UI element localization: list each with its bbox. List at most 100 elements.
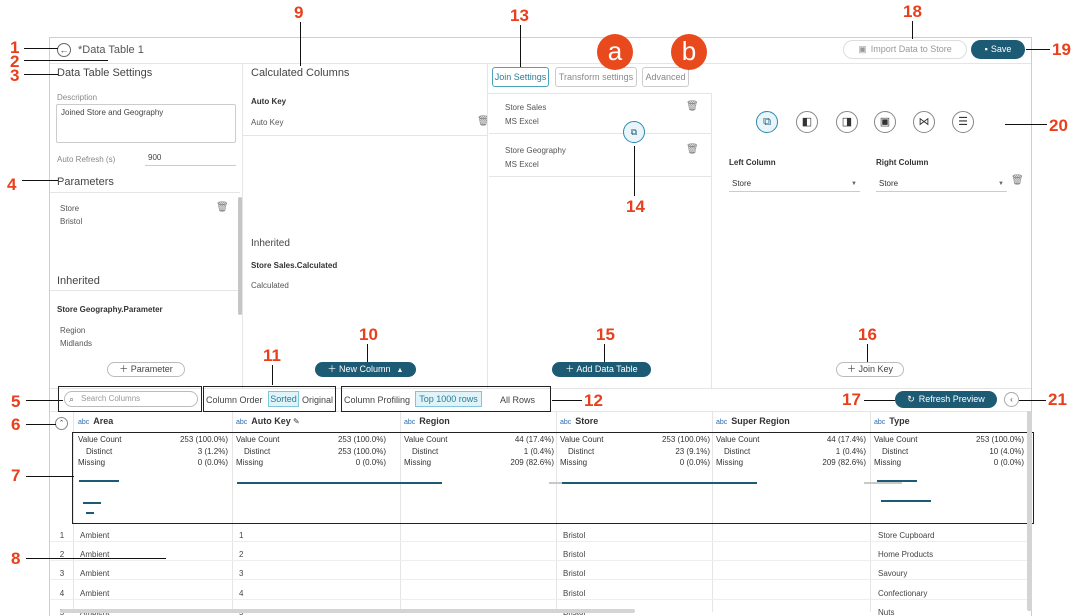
callout-11-line	[272, 365, 273, 385]
delete-parameter-icon[interactable]: 🗑	[216, 202, 229, 213]
collapse-profile-icon[interactable]: ⌃	[55, 417, 68, 430]
stat-value: 10 (4.0%)	[989, 446, 1024, 456]
profile-bar	[719, 482, 757, 484]
profile-bar	[698, 482, 736, 484]
left-column-select[interactable]: Store ▼	[729, 177, 860, 192]
new-column-button[interactable]: ＋ New Column ▲	[315, 362, 416, 377]
column-stats: Value Count 253 (100.0%) Distinct 253 (100.…	[236, 434, 386, 469]
callout-13-line	[520, 25, 521, 67]
settings-scrollbar[interactable]	[238, 197, 242, 315]
tab-join-settings[interactable]: Join Settings	[492, 67, 549, 87]
save-button[interactable]: ▪ Save	[971, 40, 1025, 59]
auto-key-title: Auto Key	[251, 97, 287, 106]
stat-label: Distinct	[86, 446, 113, 456]
column-name: Super Region	[731, 416, 790, 426]
stat-label: Value Count	[560, 435, 604, 444]
add-data-table-label: Add Data Table	[576, 364, 638, 374]
grid-scrollbar[interactable]	[1027, 411, 1032, 611]
profile-bar	[864, 482, 902, 484]
panels-divider	[50, 388, 1031, 389]
stat-value: 253 (100.0%)	[337, 435, 386, 444]
add-data-table-button[interactable]: ＋ Add Data Table	[552, 362, 651, 377]
chevron-down-icon: ▼	[998, 181, 1004, 187]
auto-key-value: Auto Key	[251, 118, 284, 127]
sorted-toggle[interactable]: Sorted	[268, 391, 299, 407]
stat-label: Distinct	[568, 446, 595, 456]
column-order-label: Column Order	[206, 395, 263, 405]
stat-value: 44 (17.4%)	[514, 435, 554, 444]
all-rows-toggle[interactable]: All Rows	[500, 395, 536, 405]
text-type-icon: abc	[78, 419, 90, 426]
original-toggle[interactable]: Original	[302, 395, 334, 405]
join-type-icon[interactable]: ⧉	[623, 121, 645, 143]
table-cell: Savoury	[878, 569, 908, 578]
import-data-button[interactable]: ▣ Import Data to Store	[843, 40, 967, 59]
left-column-value: Store	[732, 179, 752, 188]
column-header[interactable]: abc Store	[560, 416, 598, 430]
callout-5-line	[26, 400, 63, 401]
column-header[interactable]: abc Super Region	[716, 416, 790, 430]
add-parameter-button[interactable]: ＋ Parameter	[107, 362, 185, 377]
import-label: Import Data to Store	[870, 44, 952, 54]
stat-value: 44 (17.4%)	[826, 435, 866, 444]
back-icon[interactable]: ←	[57, 43, 71, 57]
chevron-down-icon: ▼	[851, 181, 857, 187]
table-cell: Bristol	[563, 569, 586, 578]
tab-transform-settings[interactable]: Transform settings	[555, 67, 637, 87]
column-header[interactable]: abc Area	[78, 416, 113, 430]
delete-join-key-icon[interactable]: 🗑	[1011, 175, 1024, 186]
left-join-icon[interactable]: ◧	[796, 111, 818, 133]
refresh-icon: ↻	[907, 394, 915, 404]
stat-label: Value Count	[404, 435, 448, 444]
callout-17-line	[864, 400, 895, 401]
stat-label: Value Count	[874, 435, 918, 444]
table-cell: Home Products	[878, 550, 934, 559]
auto-refresh-input[interactable]: 900	[145, 152, 236, 166]
new-column-label: New Column	[339, 364, 391, 374]
column-stats: Value Count 253 (100.0%) Distinct 10 (4.0%)…	[874, 434, 1024, 469]
refresh-preview-label: Refresh Preview	[918, 394, 985, 404]
plus-icon: ＋	[119, 364, 131, 374]
column-profiling-label: Column Profiling	[344, 395, 411, 405]
description-textarea[interactable]: Joined Store and Geography	[56, 104, 236, 143]
column-header[interactable]: abc Auto Key ✎	[236, 416, 300, 430]
profile-bar	[404, 482, 442, 484]
stat-label: Distinct	[244, 446, 271, 456]
callout-20-line	[1005, 124, 1047, 125]
tab-advanced[interactable]: Advanced	[642, 67, 689, 87]
column-header[interactable]: abc Region	[404, 416, 450, 430]
add-parameter-label: Parameter	[130, 364, 173, 374]
description-value: Joined Store and Geography	[61, 108, 164, 117]
top-rows-toggle[interactable]: Top 1000 rows	[415, 391, 482, 407]
outer-join-icon[interactable]: ▣	[874, 111, 896, 133]
column-header[interactable]: abc Type	[874, 416, 910, 430]
profiling-highlight	[341, 386, 551, 412]
table-cell: Ambient	[80, 550, 110, 559]
callout-3-line	[24, 74, 58, 75]
search-input[interactable]: ⌕ Search Columns	[64, 391, 198, 407]
delete-table-2-icon[interactable]: 🗑	[686, 144, 699, 155]
add-join-key-button[interactable]: ＋ Join Key	[836, 362, 904, 377]
callout-4: 4	[7, 175, 17, 194]
union-join-icon[interactable]: ☰	[952, 111, 974, 133]
auto-refresh-label: Auto Refresh (s)	[57, 155, 116, 164]
callout-12: 12	[584, 391, 603, 410]
grid-hscrollbar[interactable]	[60, 609, 635, 613]
join-key-label: Join Key	[858, 364, 894, 374]
callout-6-line	[26, 424, 56, 425]
callout-6: 6	[11, 415, 21, 434]
delete-calculated-icon[interactable]: 🗑	[477, 116, 490, 127]
refresh-preview-button[interactable]: ↻ Refresh Preview	[895, 391, 997, 408]
settings-inherited-title: Inherited	[57, 275, 100, 287]
cross-join-icon[interactable]: ⋈	[913, 111, 935, 133]
collapse-preview-icon[interactable]: ‹	[1004, 392, 1019, 407]
right-join-icon[interactable]: ◨	[836, 111, 858, 133]
column-stats: Value Count 44 (17.4%) Distinct 1 (0.4%) Mis…	[404, 434, 554, 469]
delete-table-1-icon[interactable]: 🗑	[686, 101, 699, 112]
right-column-select[interactable]: Store ▼	[876, 177, 1007, 192]
search-placeholder: Search Columns	[81, 394, 141, 403]
edit-icon[interactable]: ✎	[290, 417, 300, 426]
col-divider-3	[711, 93, 712, 388]
callout-1: 1	[10, 38, 20, 57]
inner-join-icon[interactable]: ⧉	[756, 111, 778, 133]
